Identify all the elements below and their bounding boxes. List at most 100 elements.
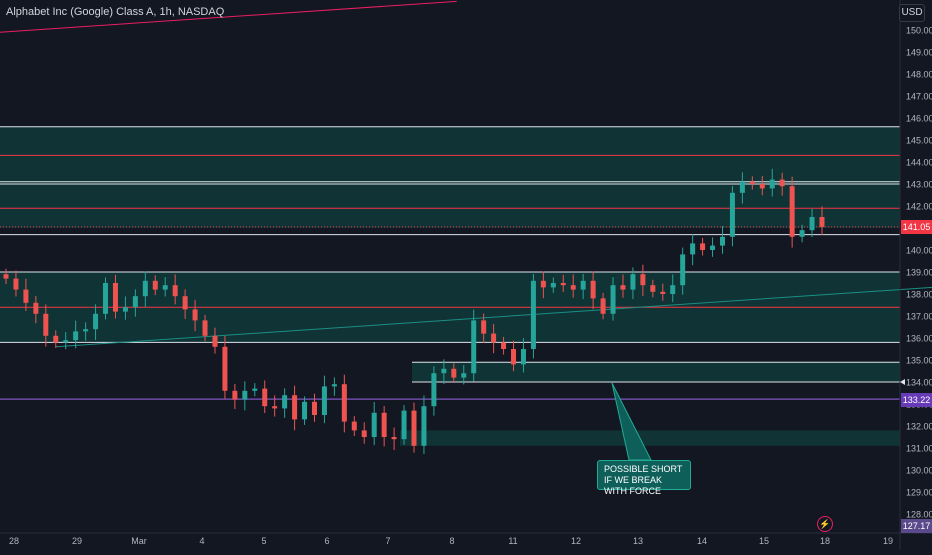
candle-body bbox=[13, 278, 19, 290]
currency-button[interactable]: USD bbox=[899, 4, 925, 22]
candle-body bbox=[580, 280, 586, 290]
last-price-badge: 141.05 bbox=[901, 220, 932, 234]
candle-body bbox=[341, 384, 347, 422]
candle-body bbox=[570, 285, 576, 290]
candle-body bbox=[660, 291, 666, 294]
x-tick-label: 12 bbox=[571, 536, 581, 546]
candle-body bbox=[33, 302, 39, 314]
candle-body bbox=[481, 320, 487, 334]
y-tick-label: 136.00 bbox=[906, 334, 932, 344]
candle-body bbox=[43, 313, 49, 336]
y-tick-label: 139.00 bbox=[906, 268, 932, 278]
candle-body bbox=[769, 179, 775, 189]
candle-body bbox=[471, 320, 477, 374]
axis-marker bbox=[900, 379, 905, 385]
candle-body bbox=[53, 335, 59, 343]
y-tick-label: 150.00 bbox=[906, 26, 932, 36]
x-tick-label: 5 bbox=[261, 536, 266, 546]
candle-body bbox=[172, 285, 178, 297]
candle-body bbox=[282, 395, 288, 409]
y-tick-label: 144.00 bbox=[906, 158, 932, 168]
candle-body bbox=[461, 373, 467, 378]
lightning-icon[interactable]: ⚡ bbox=[817, 516, 833, 532]
y-tick-label: 137.00 bbox=[906, 312, 932, 322]
x-tick-label: 28 bbox=[9, 536, 19, 546]
trend-line bbox=[0, 0, 457, 33]
candle-body bbox=[431, 373, 437, 407]
candle-body bbox=[550, 283, 556, 288]
candle-body bbox=[262, 388, 268, 407]
zone-rect bbox=[0, 126, 900, 228]
x-tick-label: 8 bbox=[449, 536, 454, 546]
y-tick-label: 134.00 bbox=[906, 378, 932, 388]
candle-body bbox=[252, 388, 258, 391]
candle-body bbox=[789, 186, 795, 237]
candle-body bbox=[103, 283, 109, 314]
candle-body bbox=[630, 274, 636, 290]
candle-body bbox=[700, 243, 706, 250]
candle-body bbox=[162, 285, 168, 290]
candle-body bbox=[132, 296, 138, 308]
candle-body bbox=[739, 181, 745, 193]
x-tick-label: 15 bbox=[759, 536, 769, 546]
candle-body bbox=[560, 283, 566, 286]
candle-body bbox=[749, 181, 755, 184]
candle-body bbox=[401, 410, 407, 440]
candle-body bbox=[122, 307, 128, 312]
candle-body bbox=[182, 296, 188, 310]
candle-body bbox=[142, 280, 148, 297]
candle-body bbox=[23, 289, 29, 303]
candle-body bbox=[779, 179, 785, 187]
candle-body bbox=[540, 280, 546, 288]
x-tick-label: 29 bbox=[72, 536, 82, 546]
x-tick-label: Mar bbox=[131, 536, 147, 546]
candle-body bbox=[690, 243, 696, 255]
candle-body bbox=[222, 346, 228, 391]
y-tick-label: 148.00 bbox=[906, 70, 932, 80]
candle-body bbox=[83, 329, 89, 332]
candle-body bbox=[391, 437, 397, 440]
y-tick-label: 130.00 bbox=[906, 466, 932, 476]
candle-body bbox=[590, 280, 596, 299]
candle-body bbox=[819, 217, 825, 227]
annotation-callout[interactable]: POSSIBLE SHORT IF WE BREAK WITH FORCE bbox=[597, 460, 691, 496]
candle-body bbox=[232, 390, 238, 400]
bottom-price-badge: 127.17 bbox=[901, 519, 932, 533]
x-tick-label: 11 bbox=[508, 536, 517, 546]
candle-body bbox=[381, 412, 387, 437]
candle-body bbox=[600, 298, 606, 314]
candle-body bbox=[112, 283, 118, 312]
candle-body bbox=[93, 313, 99, 330]
candle-body bbox=[719, 236, 725, 246]
x-tick-label: 19 bbox=[883, 536, 893, 546]
candle-body bbox=[680, 254, 686, 286]
candle-body bbox=[441, 368, 447, 374]
y-tick-label: 147.00 bbox=[906, 92, 932, 102]
y-tick-label: 143.00 bbox=[906, 180, 932, 190]
candle-body bbox=[321, 386, 327, 415]
candle-body bbox=[63, 340, 69, 343]
candle-body bbox=[202, 320, 208, 336]
y-tick-label: 149.00 bbox=[906, 48, 932, 58]
candle-body bbox=[710, 245, 716, 250]
x-tick-label: 13 bbox=[633, 536, 643, 546]
candle-body bbox=[809, 217, 815, 231]
candle-body bbox=[670, 285, 676, 294]
y-tick-label: 145.00 bbox=[906, 136, 932, 146]
candle-body bbox=[192, 309, 198, 321]
candle-body bbox=[361, 430, 367, 437]
candle-body bbox=[759, 184, 765, 189]
candle-body bbox=[650, 285, 656, 292]
y-tick-label: 138.00 bbox=[906, 290, 932, 300]
y-tick-label: 146.00 bbox=[906, 114, 932, 124]
candle-body bbox=[302, 401, 308, 420]
candle-body bbox=[620, 285, 626, 290]
x-tick-label: 18 bbox=[820, 536, 830, 546]
candle-body bbox=[331, 384, 337, 387]
candle-body bbox=[371, 412, 377, 437]
candle-body bbox=[242, 390, 248, 400]
x-tick-label: 7 bbox=[385, 536, 390, 546]
candle-body bbox=[292, 395, 298, 420]
